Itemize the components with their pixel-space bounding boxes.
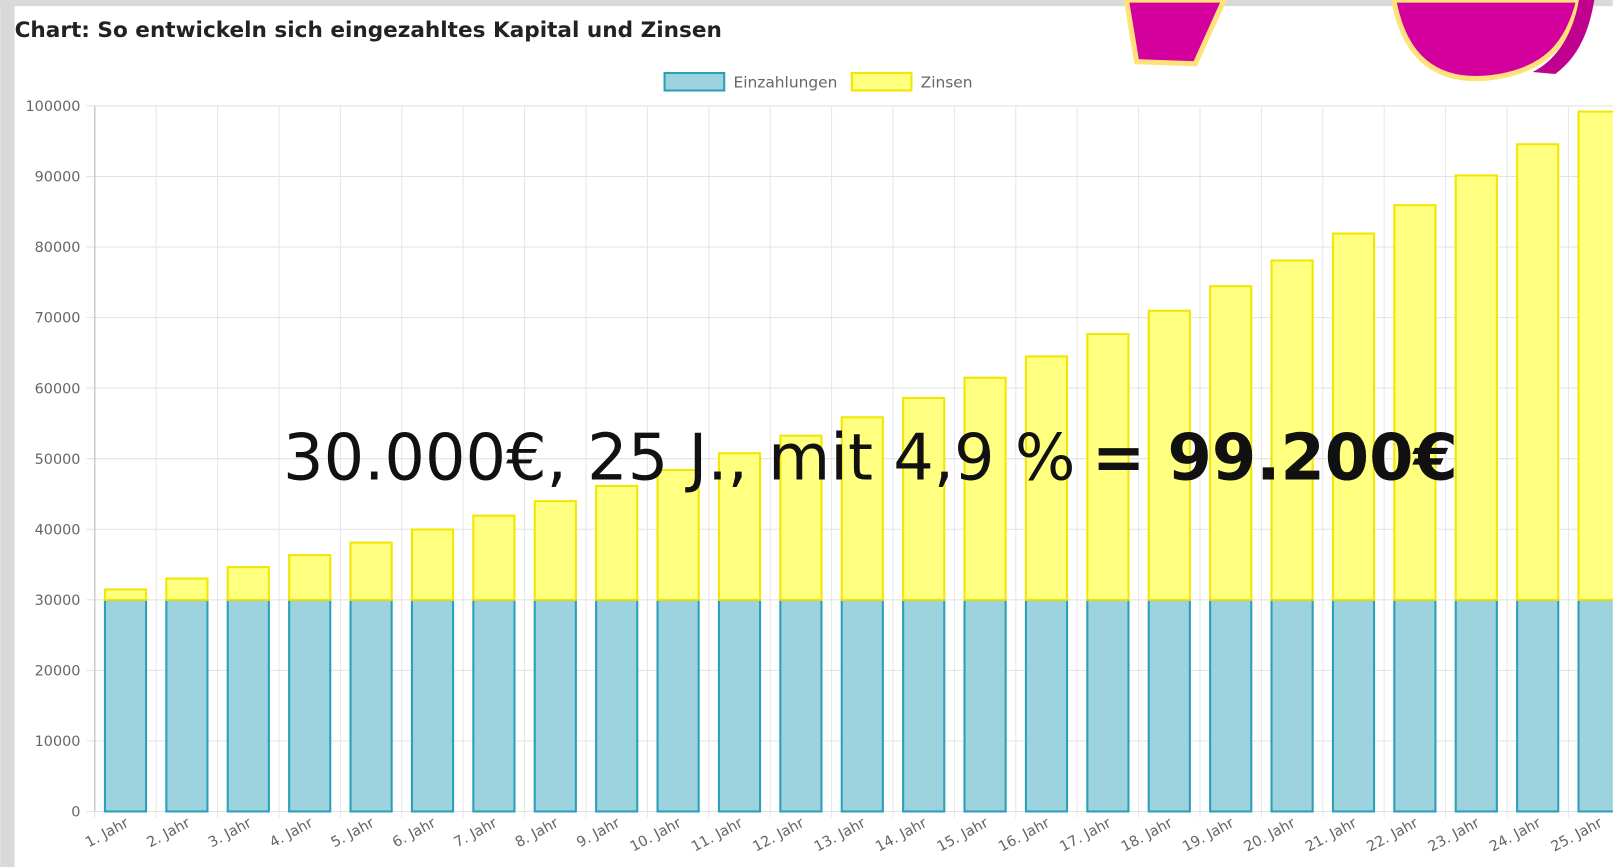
y-tick-label: 90000 [35, 170, 81, 186]
x-tick-label: 21. Jahr [1303, 815, 1360, 855]
x-tick-label: 12. Jahr [750, 815, 807, 855]
x-tick-label: 20. Jahr [1242, 815, 1299, 855]
annotation-result: = 99.200€ [1092, 421, 1458, 495]
bar-segment [1579, 112, 1613, 600]
annotation-text: 30.000€, 25 J., mit 4,9 % [283, 421, 1075, 495]
y-tick-label: 20000 [35, 663, 81, 679]
bar-segment [473, 516, 514, 600]
bar-segment [289, 555, 330, 600]
y-tick-label: 60000 [35, 381, 81, 397]
bar-segment [903, 600, 944, 812]
bar-segment [1210, 600, 1251, 812]
x-tick-label: 22. Jahr [1364, 815, 1421, 855]
x-tick-label: 5. Jahr [329, 815, 378, 851]
x-tick-label: 15. Jahr [935, 815, 992, 855]
x-tick-label: 18. Jahr [1119, 815, 1176, 855]
bar-segment [289, 600, 330, 812]
x-tick-label: 11. Jahr [689, 815, 746, 855]
x-tick-label: 1. Jahr [83, 815, 132, 851]
bar-segment [351, 600, 392, 812]
bar-segment [412, 529, 453, 599]
bar-segment [719, 600, 760, 812]
bar-segment [596, 486, 637, 600]
bar-segment [1394, 205, 1435, 600]
bar-segment [842, 600, 883, 812]
bar-segment [412, 600, 453, 812]
x-tick-label: 23. Jahr [1426, 815, 1483, 855]
bar-segment [535, 600, 576, 812]
bar-segment [166, 600, 207, 812]
bar-segment [1333, 600, 1374, 812]
y-tick-label: 0 [71, 805, 80, 821]
bar-segment [1456, 175, 1497, 599]
legend-label: Zinsen [921, 73, 973, 91]
bar-segment [658, 600, 699, 812]
x-tick-label: 14. Jahr [873, 815, 930, 855]
legend-swatch [852, 73, 912, 90]
frame-top [0, 0, 1613, 6]
bar-segment [780, 600, 821, 812]
x-tick-label: 16. Jahr [996, 815, 1053, 855]
sunglasses [1126, 0, 1594, 79]
bar-segment [1394, 600, 1435, 812]
bar-segment [1149, 600, 1190, 812]
bar-segment [105, 589, 146, 599]
y-tick-label: 80000 [35, 240, 81, 256]
bar-segment [1456, 600, 1497, 812]
bar-segment [1026, 600, 1067, 812]
x-tick-label: 9. Jahr [574, 815, 623, 851]
x-tick-label: 25. Jahr [1549, 815, 1606, 855]
legend-swatch [665, 73, 725, 90]
x-tick-label: 7. Jahr [451, 815, 500, 851]
x-tick-label: 3. Jahr [206, 815, 255, 851]
bar-segment [1272, 600, 1313, 812]
chart: Chart: So entwickeln sich eingezahltes K… [0, 0, 1613, 867]
x-tick-label: 4. Jahr [267, 815, 316, 851]
y-tick-label: 40000 [35, 522, 81, 538]
bar-segment [166, 579, 207, 600]
x-tick-label: 17. Jahr [1057, 815, 1114, 855]
frame-left [0, 0, 14, 867]
bar-segment [351, 543, 392, 600]
x-tick-label: 19. Jahr [1180, 815, 1237, 855]
chart-title: Chart: So entwickeln sich eingezahltes K… [15, 18, 722, 43]
y-tick-label: 30000 [35, 593, 81, 609]
bar-segment [228, 600, 269, 812]
y-tick-label: 100000 [26, 99, 81, 115]
bar-segment [1517, 144, 1558, 600]
y-tick-label: 70000 [35, 311, 81, 327]
y-tick-label: 10000 [35, 734, 81, 750]
bar-segment [1579, 600, 1613, 812]
x-tick-label: 6. Jahr [390, 815, 439, 851]
bar-segment [596, 600, 637, 812]
x-tick-label: 8. Jahr [513, 815, 562, 851]
bar-segment [1087, 600, 1128, 812]
x-tick-label: 13. Jahr [812, 815, 869, 855]
y-tick-label: 50000 [35, 452, 81, 468]
x-tick-label: 24. Jahr [1487, 815, 1544, 855]
bar-segment [473, 600, 514, 812]
x-tick-label: 10. Jahr [628, 815, 685, 855]
bar-segment [1517, 600, 1558, 812]
bar-segment [535, 501, 576, 600]
bar-segment [228, 567, 269, 600]
annotation: 30.000€, 25 J., mit 4,9 %= 99.200€ [283, 421, 1458, 495]
bar-segment [105, 600, 146, 812]
bar-segment [1333, 233, 1374, 599]
x-tick-label: 2. Jahr [144, 815, 193, 851]
bar-segment [965, 600, 1006, 812]
legend-label: Einzahlungen [733, 73, 837, 91]
